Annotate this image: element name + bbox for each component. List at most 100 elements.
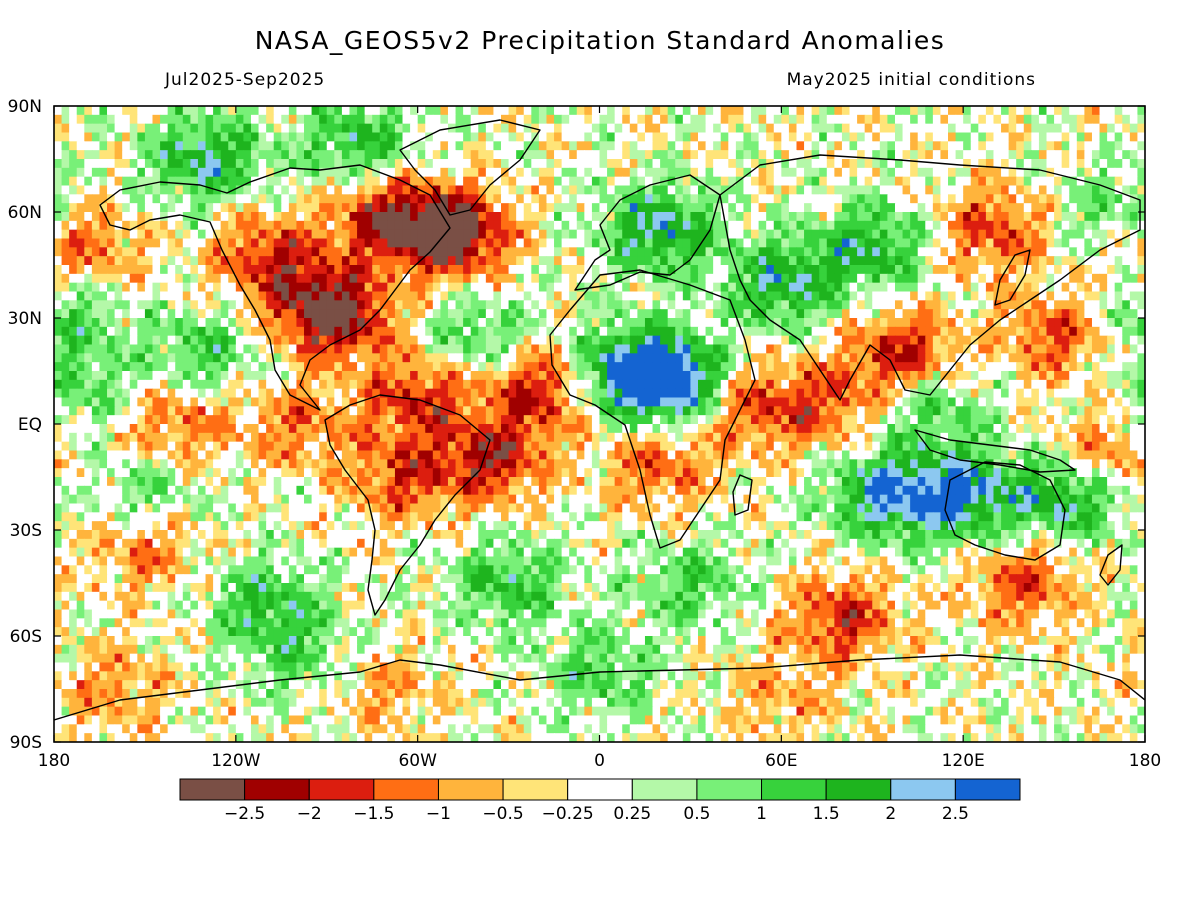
anomaly-cell bbox=[932, 335, 942, 346]
anomaly-cell bbox=[811, 141, 820, 151]
anomaly-cell bbox=[122, 106, 131, 116]
anomaly-cell bbox=[243, 309, 252, 319]
anomaly-cell bbox=[955, 176, 964, 187]
anomaly-cell bbox=[781, 379, 790, 390]
anomaly-cell bbox=[963, 265, 972, 275]
anomaly-cell bbox=[546, 203, 555, 213]
anomaly-cell bbox=[417, 176, 426, 187]
anomaly-cell bbox=[516, 353, 525, 363]
anomaly-cell bbox=[1122, 114, 1131, 125]
anomaly-cell bbox=[167, 141, 176, 151]
anomaly-cell bbox=[485, 282, 495, 293]
anomaly-cell bbox=[69, 282, 78, 293]
anomaly-cell bbox=[902, 106, 911, 116]
anomaly-cell bbox=[591, 247, 601, 257]
anomaly-cell bbox=[788, 141, 798, 151]
anomaly-cell bbox=[531, 397, 540, 407]
anomaly-cell bbox=[1107, 265, 1116, 275]
anomaly-cell bbox=[281, 256, 290, 266]
anomaly-cell bbox=[1061, 318, 1070, 328]
anomaly-cell bbox=[61, 388, 70, 399]
anomaly-cell bbox=[99, 397, 108, 407]
anomaly-cell bbox=[864, 203, 873, 213]
anomaly-cell bbox=[281, 265, 290, 275]
anomaly-cell bbox=[1061, 123, 1070, 134]
anomaly-cell bbox=[122, 309, 131, 319]
anomaly-cell bbox=[281, 291, 290, 301]
anomaly-cell bbox=[205, 318, 214, 328]
anomaly-cell bbox=[894, 132, 904, 142]
anomaly-cell bbox=[1137, 309, 1145, 319]
anomaly-cell bbox=[1038, 167, 1048, 178]
anomaly-cell bbox=[781, 220, 790, 231]
anomaly-cell bbox=[387, 150, 396, 160]
anomaly-cell bbox=[311, 229, 320, 240]
anomaly-cell bbox=[410, 150, 419, 160]
anomaly-cell bbox=[766, 106, 775, 116]
anomaly-cell bbox=[720, 379, 729, 390]
anomaly-cell bbox=[114, 318, 123, 328]
anomaly-cell bbox=[91, 273, 101, 284]
anomaly-cell bbox=[84, 159, 93, 169]
anomaly-cell bbox=[1061, 176, 1070, 187]
anomaly-cell bbox=[425, 123, 434, 134]
anomaly-cell bbox=[622, 167, 631, 178]
anomaly-cell bbox=[561, 353, 570, 363]
anomaly-cell bbox=[122, 353, 131, 363]
anomaly-cell bbox=[470, 300, 479, 310]
anomaly-cell bbox=[455, 291, 464, 301]
anomaly-cell bbox=[591, 220, 601, 231]
anomaly-cell bbox=[925, 309, 934, 319]
anomaly-cell bbox=[425, 220, 434, 231]
anomaly-cell bbox=[849, 309, 858, 319]
anomaly-cell bbox=[76, 371, 85, 381]
anomaly-cell bbox=[197, 114, 207, 125]
anomaly-cell bbox=[599, 247, 608, 257]
anomaly-cell bbox=[879, 167, 889, 178]
anomaly-cell bbox=[326, 132, 335, 142]
anomaly-cell bbox=[220, 220, 229, 231]
anomaly-cell bbox=[440, 185, 449, 195]
anomaly-cell bbox=[387, 265, 396, 275]
anomaly-cell bbox=[1107, 318, 1116, 328]
anomaly-cell bbox=[1023, 273, 1032, 284]
anomaly-cell bbox=[432, 123, 441, 134]
anomaly-cell bbox=[857, 185, 866, 195]
anomaly-cell bbox=[243, 247, 252, 257]
anomaly-cell bbox=[296, 159, 305, 169]
anomaly-cell bbox=[137, 194, 146, 204]
anomaly-cell bbox=[432, 300, 441, 310]
anomaly-cell bbox=[841, 167, 851, 178]
anomaly-cell bbox=[963, 318, 972, 328]
anomaly-cell bbox=[1069, 176, 1078, 187]
anomaly-cell bbox=[1001, 123, 1010, 134]
anomaly-cell bbox=[137, 371, 146, 381]
anomaly-cell bbox=[1061, 273, 1070, 284]
anomaly-cell bbox=[682, 132, 692, 142]
anomaly-cell bbox=[796, 212, 805, 222]
anomaly-cell bbox=[213, 238, 222, 248]
anomaly-cell bbox=[690, 406, 699, 416]
anomaly-cell bbox=[811, 388, 820, 399]
anomaly-cell bbox=[1016, 185, 1025, 195]
anomaly-cell bbox=[455, 159, 464, 169]
anomaly-cell bbox=[864, 106, 873, 116]
anomaly-cell bbox=[887, 114, 896, 125]
anomaly-cell bbox=[182, 335, 191, 346]
anomaly-cell bbox=[826, 159, 835, 169]
anomaly-cell bbox=[326, 212, 335, 222]
anomaly-cell bbox=[160, 309, 169, 319]
anomaly-cell bbox=[61, 176, 70, 187]
anomaly-cell bbox=[319, 362, 328, 372]
anomaly-cell bbox=[531, 159, 540, 169]
anomaly-cell bbox=[478, 185, 487, 195]
anomaly-cell bbox=[508, 371, 517, 381]
anomaly-cell bbox=[220, 247, 229, 257]
anomaly-cell bbox=[129, 229, 138, 240]
anomaly-cell bbox=[796, 388, 805, 399]
anomaly-cell bbox=[296, 150, 305, 160]
anomaly-cell bbox=[751, 167, 760, 178]
anomaly-cell bbox=[682, 229, 692, 240]
anomaly-cell bbox=[1061, 300, 1070, 310]
anomaly-cell bbox=[834, 203, 843, 213]
